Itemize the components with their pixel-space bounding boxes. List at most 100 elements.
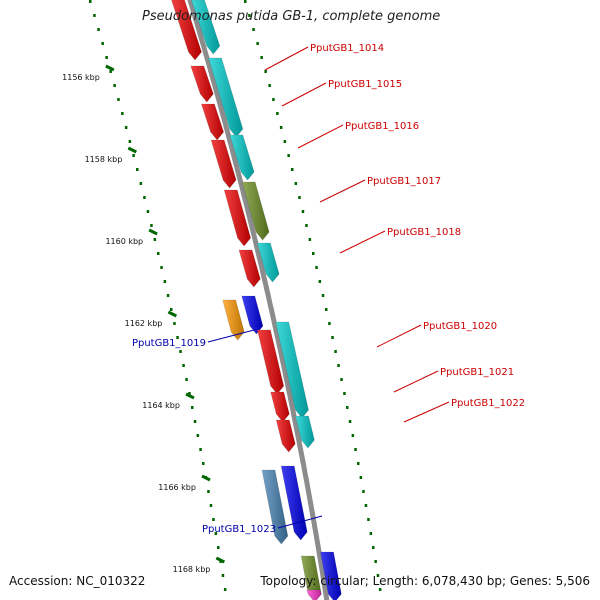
scale-dot-outer xyxy=(301,210,305,213)
scale-dot-inner xyxy=(150,224,153,227)
gene-label[interactable]: PputGB1_1022 xyxy=(451,398,525,409)
scale-dot-outer xyxy=(252,28,255,31)
gene-label-lines xyxy=(207,46,450,529)
scale-major-tick xyxy=(105,64,115,72)
scale-dot-outer xyxy=(343,392,346,395)
scale-major-tick xyxy=(148,228,158,236)
gene-label-leader xyxy=(393,370,439,393)
scale-dot-inner xyxy=(143,196,146,199)
scale-dot-inner xyxy=(121,112,124,115)
scale-dot-inner xyxy=(170,308,173,311)
scale-dot-outer xyxy=(244,0,247,3)
gene-feature-shade xyxy=(191,0,220,54)
gene-feature-shade xyxy=(171,0,202,60)
gene-label-leader xyxy=(281,82,327,107)
scale-dot-inner xyxy=(160,266,163,269)
scale-dot-inner xyxy=(157,252,160,255)
gene-label-leader xyxy=(264,46,309,71)
gene-label[interactable]: PputGB1_1016 xyxy=(345,121,419,132)
scale-dot-outer xyxy=(283,140,287,143)
scale-dot-outer xyxy=(305,224,308,227)
scale-dot-inner xyxy=(212,518,215,521)
scale-dot-inner xyxy=(132,154,135,157)
scale-dot-inner xyxy=(89,0,92,3)
scale-dot-outer xyxy=(378,588,382,591)
scale-dot-outer xyxy=(364,504,368,507)
scale-dot-inner xyxy=(153,238,157,241)
scale-dot-inner xyxy=(97,28,100,31)
scale-dot-outer xyxy=(272,98,275,101)
scale-dot-outer xyxy=(337,364,340,367)
scale-dot-inner xyxy=(101,42,104,45)
scale-dot-outer xyxy=(308,238,312,241)
scale-dot-outer xyxy=(325,308,328,311)
scale-major-tick xyxy=(127,146,137,154)
gene-feature-shade xyxy=(275,322,309,418)
scale-dot-inner xyxy=(188,392,191,395)
scale-kbp-label: 1164 kbp xyxy=(142,401,180,410)
gene-label-leader xyxy=(277,515,323,529)
accession-text: Accession: NC_010322 xyxy=(9,574,146,588)
scale-dot-outer xyxy=(340,378,343,381)
backbone-line xyxy=(187,0,330,600)
gene-label-leader xyxy=(403,401,450,423)
scale-dot-outer xyxy=(372,546,375,549)
gene-label[interactable]: PputGB1_1017 xyxy=(367,176,441,187)
scale-dot-inner xyxy=(173,322,176,325)
gene-feature-shade xyxy=(222,300,245,340)
scale-kbp-label: 1168 kbp xyxy=(173,565,211,574)
scale-dot-outer xyxy=(248,14,251,17)
gene-feature-shade xyxy=(241,296,263,334)
scale-dot-inner xyxy=(136,168,139,171)
scale-dot-inner xyxy=(217,546,220,549)
scale-dot-outer xyxy=(279,126,283,129)
scale-kbp-label: 1162 kbp xyxy=(125,319,163,328)
scale-dot-outer xyxy=(315,266,318,269)
gene-feature-shade xyxy=(257,243,280,282)
gene-label[interactable]: PputGB1_1015 xyxy=(328,79,402,90)
scale-kbp-label: 1166 kbp xyxy=(158,483,196,492)
scale-dot-inner xyxy=(146,210,150,213)
scale-dot-inner xyxy=(214,532,218,535)
gene-feature-shade xyxy=(320,552,342,600)
scale-dot-outer xyxy=(276,112,279,115)
gene-feature-shade xyxy=(242,182,270,240)
scale-dot-outer xyxy=(359,476,363,479)
scale-major-tick xyxy=(201,474,211,482)
scale-dot-outer xyxy=(264,70,267,73)
gene-feature-shade xyxy=(301,556,322,600)
gene-label[interactable]: PputGB1_1014 xyxy=(310,43,384,54)
scale-ticks-outer xyxy=(244,0,382,591)
gene-feature-shade xyxy=(190,66,214,102)
scale-dot-outer xyxy=(369,532,373,535)
gene-features xyxy=(171,0,342,600)
map-title: Pseudomonas putida GB-1, complete genome xyxy=(142,9,441,24)
scale-kbp-label: 1156 kbp xyxy=(62,73,100,82)
scale-dot-outer xyxy=(357,462,360,465)
gene-label[interactable]: PputGB1_1019 xyxy=(132,338,206,349)
scale-kbp-label: 1160 kbp xyxy=(105,237,143,246)
gene-label-leader xyxy=(339,230,386,254)
gene-label[interactable]: PputGB1_1020 xyxy=(423,321,497,332)
scale-dot-inner xyxy=(196,434,200,437)
scale-dot-outer xyxy=(321,294,325,297)
scale-dot-inner xyxy=(166,294,170,297)
scale-dot-inner xyxy=(221,574,225,577)
gene-label[interactable]: PputGB1_1021 xyxy=(440,367,514,378)
scale-dot-outer xyxy=(354,448,357,451)
scale-dot-inner xyxy=(109,70,112,73)
scale-dot-inner xyxy=(182,364,185,367)
scale-dot-inner xyxy=(223,588,227,591)
gene-feature-shade xyxy=(295,416,315,448)
scale-dot-inner xyxy=(163,280,167,283)
scale-dot-inner xyxy=(179,350,182,353)
gene-label[interactable]: PputGB1_1018 xyxy=(387,227,461,238)
scale-dot-outer xyxy=(346,406,349,409)
scale-dot-outer xyxy=(256,42,259,45)
scale-dot-outer xyxy=(260,56,263,59)
scale-dot-inner xyxy=(105,56,108,59)
scale-major-tick xyxy=(167,310,178,318)
gene-label-leader xyxy=(207,329,255,343)
gene-label[interactable]: PputGB1_1023 xyxy=(202,524,276,535)
